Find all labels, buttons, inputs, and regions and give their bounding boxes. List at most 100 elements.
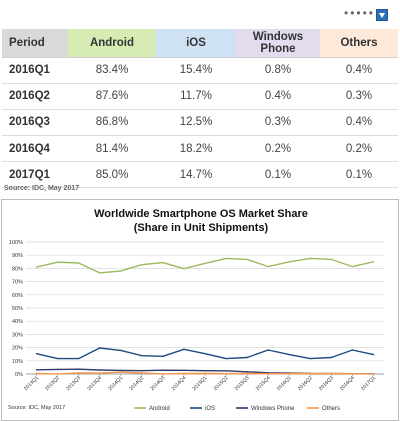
data-point [35, 266, 38, 268]
data-point [204, 372, 206, 375]
data-point [162, 355, 164, 358]
data-point [162, 373, 164, 375]
y-tick-label: 0% [15, 372, 23, 378]
cell-others: 0.4% [320, 57, 398, 84]
header-android: Android [68, 29, 156, 58]
data-point [288, 353, 290, 356]
data-point [351, 373, 354, 375]
header-period: Period [2, 29, 68, 58]
data-point [120, 270, 122, 272]
data-point [330, 258, 333, 261]
cell-windows-phone: 0.8% [236, 57, 320, 84]
cell-ios: 12.5% [156, 109, 236, 137]
data-point [99, 372, 101, 374]
data-point [183, 372, 185, 375]
cell-others: 0.3% [320, 83, 398, 110]
x-tick-label: 2017Q1 [360, 375, 377, 392]
data-point [99, 347, 101, 349]
data-point [309, 257, 311, 260]
cell-windows-phone: 0.1% [236, 161, 320, 189]
y-tick-label: 60% [12, 293, 23, 299]
top-toolbar: ••••• [0, 0, 400, 28]
data-point [162, 369, 164, 371]
y-tick-label: 20% [12, 346, 23, 352]
x-tick-label: 2013Q2 [44, 375, 61, 392]
data-point [77, 262, 80, 264]
header-windows-phone: Windows Phone [236, 29, 320, 58]
line-chart-panel: Worldwide Smartphone OS Market Share (Sh… [1, 199, 399, 421]
cell-android: 87.6% [68, 83, 156, 110]
data-point [120, 369, 122, 372]
data-point [141, 370, 143, 372]
cell-period: 2016Q1 [2, 57, 68, 84]
y-tick-label: 50% [12, 306, 23, 312]
data-point [204, 370, 206, 372]
data-point [225, 357, 227, 360]
x-tick-label: 2014Q1 [107, 375, 124, 392]
y-tick-label: 40% [12, 319, 23, 325]
x-tick-label: 2013Q3 [65, 375, 82, 392]
data-point [99, 272, 101, 274]
data-point [183, 267, 185, 270]
data-point [141, 354, 143, 357]
table-row: 2016Q3 86.8% 12.5% 0.3% 0.4% [2, 109, 398, 137]
x-tick-label: 2013Q4 [86, 375, 103, 392]
table-header-row: Period Android iOS Windows Phone Others [2, 29, 398, 58]
table-row: 2016Q2 87.6% 11.7% 0.4% 0.3% [2, 83, 398, 110]
data-point [141, 372, 143, 374]
chart-subtitle: (Share in Unit Shipments) [133, 222, 269, 234]
x-tick-label: 2015Q4 [255, 375, 272, 392]
data-point [288, 261, 290, 263]
data-point [246, 258, 248, 261]
data-point [35, 352, 38, 355]
cell-windows-phone: 0.2% [236, 135, 320, 163]
data-point [183, 348, 185, 351]
data-point [183, 369, 185, 372]
data-point [56, 357, 59, 360]
chart-title: Worldwide Smartphone OS Market Share [94, 208, 308, 220]
pagination-dots[interactable]: ••••• [344, 6, 376, 20]
x-tick-label: 2016Q2 [297, 375, 314, 392]
cell-ios: 15.4% [156, 57, 236, 84]
cell-windows-phone: 0.3% [236, 109, 320, 137]
cell-period: 2017Q1 [2, 161, 68, 189]
data-point [309, 372, 311, 375]
data-point [225, 372, 227, 375]
data-point [120, 371, 122, 373]
table-source-note: Source: IDC, May 2017 [4, 185, 80, 192]
data-point [56, 368, 59, 371]
data-point [56, 373, 59, 375]
cell-others: 0.1% [320, 161, 398, 189]
cell-android: 86.8% [68, 109, 156, 137]
data-point [351, 265, 354, 268]
data-point [141, 264, 143, 266]
cell-period: 2016Q4 [2, 135, 68, 163]
x-tick-label: 2015Q2 [213, 375, 230, 392]
y-tick-label: 90% [12, 253, 23, 259]
cell-period: 2016Q3 [2, 109, 68, 137]
data-point [330, 356, 333, 359]
table-row: 2016Q4 81.4% 18.2% 0.2% 0.2% [2, 135, 398, 163]
legend-label: Windows Phone [251, 406, 295, 412]
cell-android: 83.4% [68, 57, 156, 84]
cell-period: 2016Q2 [2, 83, 68, 110]
x-tick-label: 2016Q4 [339, 375, 356, 392]
x-tick-label: 2014Q3 [149, 375, 166, 392]
data-point [77, 368, 80, 370]
cell-android: 81.4% [68, 135, 156, 163]
data-point [372, 353, 375, 356]
data-point [372, 373, 375, 375]
data-point [351, 349, 354, 351]
legend-label: iOS [205, 406, 215, 412]
data-point [35, 369, 38, 371]
series-line [36, 257, 374, 274]
data-point [99, 369, 101, 371]
dropdown-arrow-icon[interactable] [376, 9, 388, 21]
cell-others: 0.4% [320, 109, 398, 137]
x-tick-label: 2015Q1 [192, 375, 209, 392]
data-point [225, 257, 227, 260]
y-tick-label: 10% [12, 359, 23, 365]
data-point [120, 349, 122, 352]
data-point [267, 349, 269, 351]
data-point [204, 262, 206, 265]
